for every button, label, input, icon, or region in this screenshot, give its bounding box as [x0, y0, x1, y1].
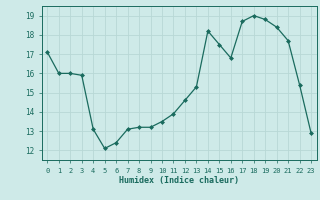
X-axis label: Humidex (Indice chaleur): Humidex (Indice chaleur) [119, 176, 239, 185]
